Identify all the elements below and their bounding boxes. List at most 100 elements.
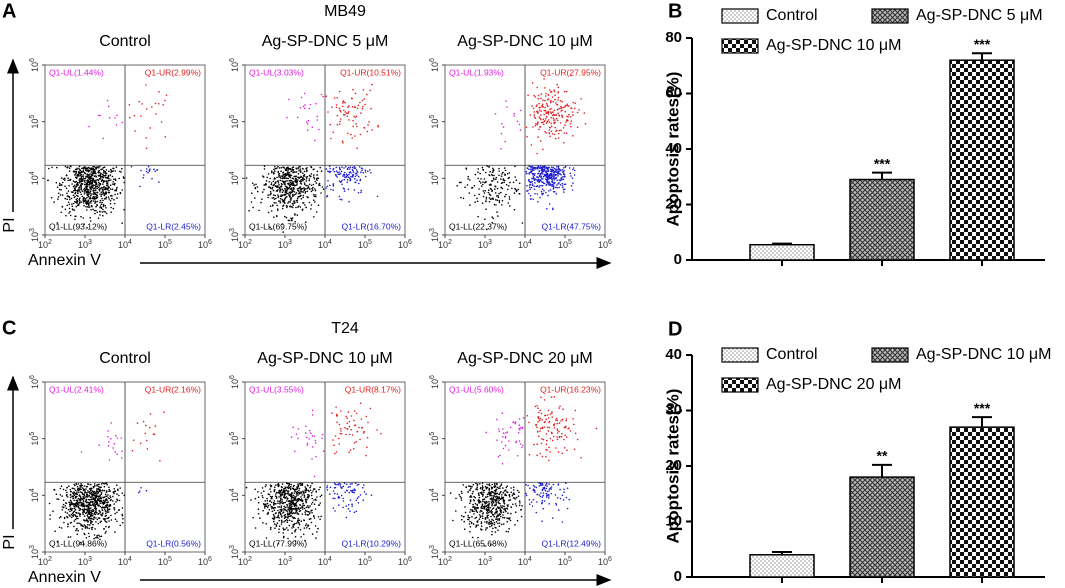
event-dot (354, 175, 357, 178)
event-dot (336, 413, 338, 416)
event-dot (69, 501, 71, 504)
event-dot (300, 178, 303, 181)
event-dot (472, 483, 475, 486)
event-dot (255, 183, 257, 186)
event-dot (560, 174, 562, 176)
event-dot (136, 422, 139, 424)
event-dot (75, 529, 77, 532)
event-dot (505, 510, 507, 513)
event-dot (85, 182, 87, 184)
x-tick-label: 106 (598, 556, 612, 568)
event-dot (283, 183, 286, 186)
event-dot (96, 196, 99, 198)
event-dot (96, 499, 99, 502)
event-dot (478, 193, 480, 196)
event-dot (280, 510, 283, 512)
event-dot (557, 91, 559, 93)
event-dot (115, 190, 117, 192)
tick-base: 10 (198, 557, 208, 567)
event-dot (490, 492, 492, 495)
event-dot (61, 495, 63, 497)
event-dot (91, 504, 94, 506)
event-dot (537, 94, 540, 97)
event-dot (296, 201, 299, 203)
event-dot (97, 488, 100, 491)
event-dot (143, 174, 145, 176)
event-dot (80, 173, 82, 176)
event-dot (298, 523, 301, 526)
event-dot (86, 209, 88, 211)
tick-base: 10 (30, 379, 40, 389)
event-dot (108, 488, 111, 491)
event-dot (532, 498, 535, 501)
event-dot (571, 111, 574, 113)
event-dot (95, 205, 97, 208)
event-dot (308, 512, 311, 515)
event-dot (561, 521, 564, 523)
event-dot (282, 491, 285, 493)
event-dot (284, 185, 287, 187)
event-dot (99, 511, 101, 513)
event-dot (574, 102, 576, 104)
event-dot (469, 511, 471, 513)
event-dot (76, 500, 78, 503)
event-dot (264, 500, 267, 502)
event-dot (485, 431, 488, 434)
event-dot (490, 487, 493, 490)
event-dot (342, 506, 344, 509)
event-dot (133, 115, 136, 117)
event-dot (489, 194, 492, 196)
event-dot (139, 185, 141, 188)
event-dot (285, 192, 288, 194)
tick-exponent: 4 (128, 556, 132, 563)
tick-exponent: 3 (229, 228, 236, 232)
event-dot (69, 493, 72, 496)
event-dot (481, 202, 484, 204)
event-dot (291, 532, 293, 534)
event-dot (332, 439, 334, 441)
event-dot (338, 180, 341, 183)
event-dot (342, 102, 344, 104)
event-dot (491, 530, 493, 533)
event-dot (547, 409, 550, 412)
event-dot (274, 170, 276, 172)
event-dot (548, 490, 550, 492)
event-dot (98, 185, 101, 187)
event-dot (284, 528, 286, 531)
event-dot (355, 510, 358, 513)
event-dot (518, 193, 521, 195)
event-dot (539, 409, 542, 412)
event-dot (100, 483, 103, 485)
event-dot (99, 193, 101, 195)
event-dot (343, 167, 345, 169)
event-dot (277, 514, 280, 516)
event-dot (347, 188, 350, 191)
event-dot (293, 497, 296, 500)
event-dot (286, 512, 289, 514)
event-dot (504, 489, 507, 492)
event-dot (282, 231, 285, 233)
event-dot (512, 181, 515, 184)
event-dot (306, 169, 308, 172)
event-dot (123, 177, 125, 179)
event-dot (528, 421, 530, 424)
event-dot (72, 487, 74, 490)
event-dot (269, 190, 272, 193)
event-dot (70, 509, 73, 512)
event-dot (52, 510, 54, 512)
event-dot (502, 178, 505, 180)
event-dot (359, 101, 361, 104)
event-dot (299, 206, 302, 208)
event-dot (101, 514, 103, 517)
event-dot (345, 175, 348, 178)
y-tick-label: 103 (29, 228, 41, 242)
event-dot (290, 191, 292, 194)
event-dot (289, 201, 292, 203)
event-dot (105, 180, 108, 183)
dot-cloud (449, 396, 598, 547)
event-dot (518, 500, 521, 502)
event-dot (555, 102, 557, 104)
event-dot (536, 493, 539, 496)
event-dot (85, 184, 88, 186)
event-dot (89, 190, 92, 192)
